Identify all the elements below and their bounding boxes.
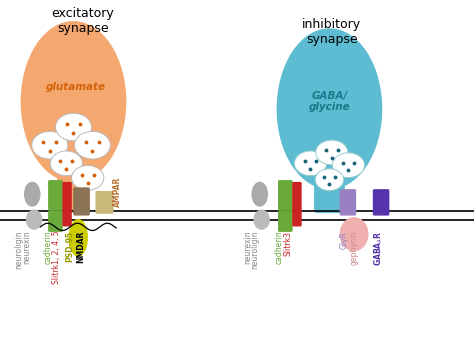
Text: GlyR: GlyR bbox=[340, 231, 348, 249]
Circle shape bbox=[315, 169, 344, 191]
Text: neuroligin: neuroligin bbox=[15, 231, 23, 269]
Ellipse shape bbox=[25, 182, 40, 206]
Text: cadherin: cadherin bbox=[274, 231, 283, 264]
FancyBboxPatch shape bbox=[279, 181, 285, 209]
Circle shape bbox=[332, 153, 365, 178]
Ellipse shape bbox=[252, 182, 267, 206]
Text: inhibitory
synapse: inhibitory synapse bbox=[302, 18, 361, 46]
Circle shape bbox=[32, 131, 68, 159]
Text: neuroligin: neuroligin bbox=[251, 231, 259, 269]
Ellipse shape bbox=[21, 22, 126, 182]
FancyBboxPatch shape bbox=[340, 190, 348, 215]
Text: glutamate: glutamate bbox=[46, 82, 106, 92]
Text: GABA$_A$R: GABA$_A$R bbox=[373, 231, 385, 266]
FancyBboxPatch shape bbox=[58, 125, 89, 212]
Text: neurexin: neurexin bbox=[23, 231, 31, 264]
Circle shape bbox=[294, 151, 327, 176]
Circle shape bbox=[50, 151, 82, 176]
FancyBboxPatch shape bbox=[293, 183, 301, 226]
FancyBboxPatch shape bbox=[96, 192, 104, 213]
Ellipse shape bbox=[277, 29, 382, 189]
FancyBboxPatch shape bbox=[49, 211, 55, 231]
Ellipse shape bbox=[69, 220, 87, 256]
Text: excitatory
synapse: excitatory synapse bbox=[52, 7, 114, 35]
Circle shape bbox=[72, 166, 104, 190]
FancyBboxPatch shape bbox=[74, 188, 82, 215]
FancyBboxPatch shape bbox=[55, 181, 62, 209]
FancyBboxPatch shape bbox=[315, 136, 344, 212]
Text: Slitrk3: Slitrk3 bbox=[283, 231, 292, 256]
FancyBboxPatch shape bbox=[381, 190, 389, 215]
Circle shape bbox=[316, 140, 348, 165]
FancyBboxPatch shape bbox=[63, 183, 71, 226]
Text: gephyrin: gephyrin bbox=[350, 231, 358, 265]
Ellipse shape bbox=[254, 210, 269, 229]
Ellipse shape bbox=[50, 127, 97, 171]
FancyBboxPatch shape bbox=[285, 211, 292, 231]
Ellipse shape bbox=[340, 218, 368, 250]
Text: PSD-95: PSD-95 bbox=[66, 231, 74, 262]
Text: Slitrk1, 2, 4, 5: Slitrk1, 2, 4, 5 bbox=[53, 231, 61, 284]
FancyBboxPatch shape bbox=[348, 190, 356, 215]
FancyBboxPatch shape bbox=[55, 211, 62, 231]
FancyBboxPatch shape bbox=[279, 211, 285, 231]
Ellipse shape bbox=[308, 136, 351, 176]
Text: AMPAR: AMPAR bbox=[113, 176, 122, 207]
FancyBboxPatch shape bbox=[285, 181, 292, 209]
FancyBboxPatch shape bbox=[49, 181, 55, 209]
FancyBboxPatch shape bbox=[374, 190, 381, 215]
Text: NMDAR: NMDAR bbox=[76, 231, 85, 263]
FancyBboxPatch shape bbox=[105, 192, 113, 213]
Ellipse shape bbox=[27, 210, 42, 229]
Text: GABA/
glycine: GABA/ glycine bbox=[309, 91, 350, 113]
Text: cadherin: cadherin bbox=[44, 231, 53, 264]
Circle shape bbox=[74, 131, 110, 159]
Text: neurexin: neurexin bbox=[243, 231, 252, 264]
FancyBboxPatch shape bbox=[82, 188, 89, 215]
Circle shape bbox=[55, 113, 91, 141]
